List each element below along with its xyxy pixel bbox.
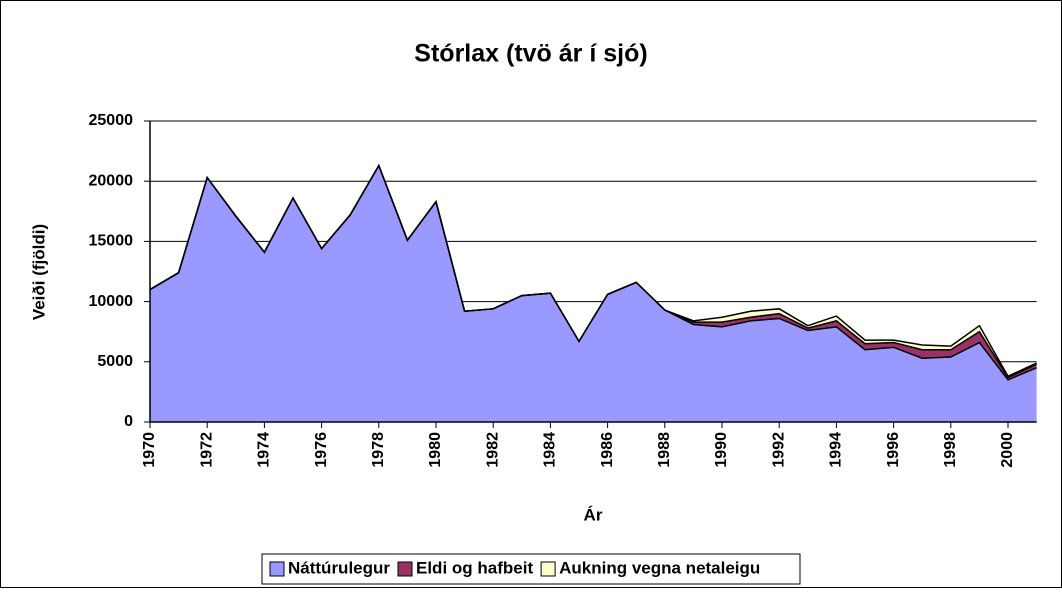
chart-title: Stórlax (tvö ár í sjó) <box>414 40 647 68</box>
x-tick-label: 1984 <box>542 432 559 468</box>
x-tick-label: 1976 <box>313 432 330 468</box>
legend-box <box>261 553 801 585</box>
x-tick-label: 1994 <box>828 432 845 468</box>
x-tick-label: 1986 <box>599 432 616 468</box>
y-axis-label: Veiði (fjöldi) <box>29 224 48 320</box>
legend-label: Náttúrulegur <box>288 558 390 577</box>
y-tick-label: 25000 <box>89 112 134 129</box>
legend: Náttúrulegur Eldi og hafbeit Aukning vegna… <box>261 553 801 585</box>
x-tick-label: 1978 <box>370 432 387 468</box>
x-tick-label: 1970 <box>141 432 158 468</box>
x-tick-label: 1988 <box>656 432 673 468</box>
area <box>150 165 1037 378</box>
area <box>150 165 1037 422</box>
legend-swatch <box>540 561 556 577</box>
x-tick-label: 1998 <box>942 432 959 468</box>
area-outline <box>149 163 1037 378</box>
y-tick-label: 0 <box>124 413 133 430</box>
y-tick-label: 15000 <box>89 233 134 250</box>
x-tick-label: 2000 <box>999 432 1016 468</box>
x-tick-label: 1980 <box>427 432 444 468</box>
x-tick-label: 1990 <box>713 432 730 468</box>
legend-swatch <box>269 561 285 577</box>
x-tick-label: 1972 <box>198 432 215 468</box>
x-tick-label: 1974 <box>256 432 273 468</box>
x-tick-label: 1982 <box>484 432 501 468</box>
y-tick-label: 10000 <box>89 293 134 310</box>
x-axis-label: Ár <box>584 505 603 524</box>
y-tick-label: 20000 <box>89 172 134 189</box>
x-tick-label: 1992 <box>770 432 787 468</box>
x-tick-label: 1996 <box>885 432 902 468</box>
legend-swatch <box>397 561 413 577</box>
y-tick-label: 5000 <box>97 353 133 370</box>
legend-label: Eldi og hafbeit <box>416 558 533 577</box>
legend-label: Aukning vegna netaleigu <box>559 558 760 577</box>
